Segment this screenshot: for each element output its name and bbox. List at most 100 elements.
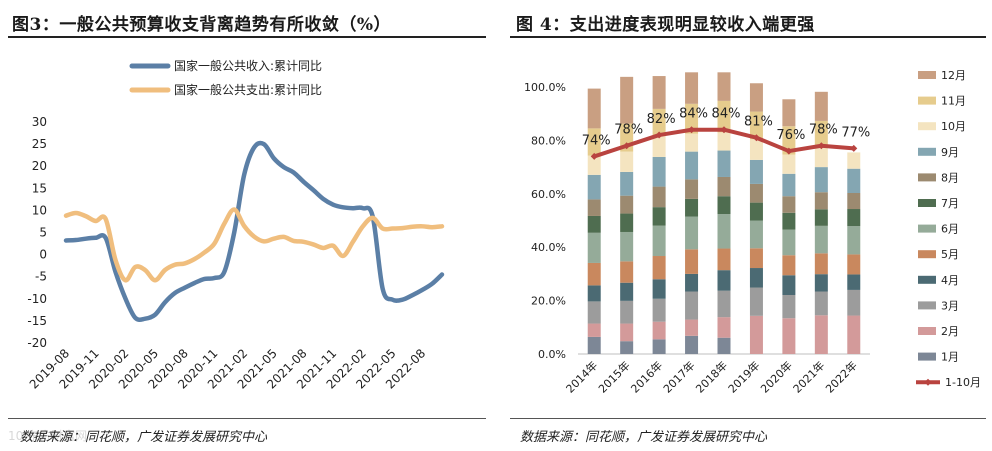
left-source-rule [8,418,486,419]
bar-segment-5月 [652,256,666,280]
bar-segment-8月 [717,176,731,197]
data-label: 77% [841,125,870,140]
bar-segment-11月 [782,126,796,155]
data-label: 84% [712,107,741,122]
right-title-rule [510,36,986,38]
bar-segment-7月 [814,209,828,226]
bar-segment-12月 [587,88,601,129]
bar-segment-6月 [814,225,828,254]
bar-segment-1月 [652,339,666,354]
legend-label: 3月 [941,299,959,312]
legend-label: 10月 [941,120,966,133]
watermark: 10 东方财富网 [8,429,88,443]
bar-segment-7月 [717,196,731,215]
legend-label: 12月 [941,69,966,82]
bar-segment-1月 [587,336,601,354]
bar-segment-6月 [782,229,796,256]
bar-segment-3月 [652,298,666,322]
bar-segment-5月 [749,248,763,269]
legend-label: 11月 [941,95,966,108]
bar-segment-12月 [652,76,666,109]
bar-segment-5月 [587,262,601,286]
bar-segment-8月 [814,192,828,210]
data-label: 78% [614,123,643,138]
cumulative-marker [720,126,728,134]
bar-segment-5月 [847,254,861,275]
x-tick-label: 2022年 [822,358,859,395]
bar-segment-11月 [814,120,828,148]
bar-segment-2月 [620,323,634,342]
y-tick-label: 0.0% [538,348,566,361]
right-stacked-bar-chart: 0.0% 20.0% 40.0% 60.0% 80.0% 100.0% 2014年2015年… [524,69,981,396]
legend-swatch-4月 [918,275,936,284]
bar-segment-11月 [652,108,666,136]
bar-segment-6月 [587,232,601,263]
y-tick-label: 10 [32,203,47,217]
bar-segment-4月 [685,273,699,292]
bar-segment-10月 [620,151,634,172]
x-tick-label: 2018年 [693,358,730,395]
legend-label: 2月 [941,325,959,338]
x-tick-label: 2017年 [660,358,697,395]
bar-segment-9月 [620,171,634,196]
legend-label-1: 国家一般公共收入:累计同比 [174,58,322,73]
data-label: 81% [744,115,773,130]
bar-segment-10月 [749,139,763,160]
bar-segment-7月 [847,209,861,227]
legend-swatch-2月 [918,327,936,335]
legend-swatch-12月 [918,71,936,79]
bar-segment-7月 [685,198,699,217]
y-tick-label: 60.0% [531,188,566,201]
data-label: 78% [809,123,838,138]
legend-label: 8月 [941,171,959,184]
left-title-rule [8,36,486,38]
bar-segment-11月 [685,103,699,134]
bar-segment-4月 [814,274,828,292]
bar-segment-2月 [652,321,666,340]
bar-segment-4月 [717,270,731,291]
bar-segment-8月 [749,183,763,203]
bar-segment-8月 [847,192,861,210]
y-tick-label: 30 [32,115,47,129]
legend-label: 6月 [941,223,959,236]
right-chart-title: 图 4：支出进度表现明显较收入端更强 [516,15,815,35]
bar-segment-9月 [652,156,666,187]
right-source-note: 数据来源：同花顺，广发证券发展研究中心 [520,430,768,445]
series-line-expense [63,207,445,283]
bar-segment-4月 [620,282,634,301]
bar-segment-11月 [587,128,601,156]
y-tick-label: 25 [32,137,47,151]
bar-segment-1月 [717,337,731,354]
cumulative-marker [785,147,793,155]
y-tick-label: 15 [32,181,47,195]
bar-segment-3月 [587,301,601,324]
cumulative-marker [623,142,631,150]
y-tick-label: 20 [32,159,47,173]
right-chart-panel: 图 4：支出进度表现明显较收入端更强 0.0% 20.0% 40.0% 60.0% 80… [502,0,992,451]
bar-segment-11月 [717,100,731,133]
y-tick-label: 40.0% [531,241,566,254]
bar-segment-3月 [847,289,861,316]
bar-segment-7月 [652,207,666,226]
legend-marker-cumulative [924,378,932,386]
right-source-rule [510,418,986,419]
legend-swatch-1月 [918,352,936,361]
legend-label: 1-10月 [945,376,981,389]
bar-segment-7月 [782,212,796,230]
bar-segment-2月 [782,318,796,354]
bar-segment-8月 [652,186,666,208]
bar-segment-4月 [847,274,861,290]
bar-segment-11月 [749,111,763,140]
bar-segment-3月 [749,287,763,316]
y-tick-label: -5 [35,270,47,284]
cumulative-marker [752,134,760,142]
x-tick-label: 2020年 [758,358,795,395]
data-label: 76% [776,128,805,143]
y-tick-label: -20 [27,336,47,350]
bar-segment-5月 [717,248,731,271]
bar-segment-12月 [782,99,796,127]
y-tick-label: -10 [27,292,47,306]
bar-segment-7月 [620,213,634,232]
bar-segment-10月 [782,154,796,174]
